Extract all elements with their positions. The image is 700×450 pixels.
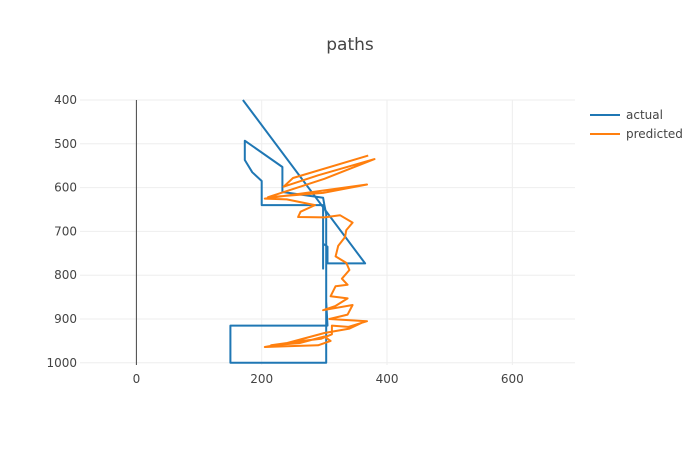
y-axis-ticks: 400 500 600 700 800 900 1000 bbox=[46, 93, 77, 370]
series-line-predicted bbox=[263, 154, 376, 348]
y-tick-label-0: 400 bbox=[54, 93, 77, 107]
x-axis-ticks: 0 200 400 600 bbox=[133, 372, 524, 386]
legend: actual predicted bbox=[590, 108, 683, 141]
x-tick-label-1: 200 bbox=[250, 372, 273, 386]
legend-label-actual: actual bbox=[626, 108, 663, 122]
y-tick-label-2: 600 bbox=[54, 181, 77, 195]
plot-area bbox=[229, 99, 376, 364]
x-tick-label-2: 400 bbox=[376, 372, 399, 386]
chart-title: paths bbox=[326, 35, 374, 55]
y-tick-label-6: 1000 bbox=[46, 356, 77, 370]
y-tick-label-5: 900 bbox=[54, 312, 77, 326]
series-line-actual bbox=[229, 99, 367, 364]
y-tick-label-4: 800 bbox=[54, 268, 77, 282]
x-tick-label-0: 0 bbox=[133, 372, 141, 386]
y-tick-label-1: 500 bbox=[54, 137, 77, 151]
legend-label-predicted: predicted bbox=[626, 127, 683, 141]
x-tick-label-3: 600 bbox=[501, 372, 524, 386]
y-tick-label-3: 700 bbox=[54, 224, 77, 238]
